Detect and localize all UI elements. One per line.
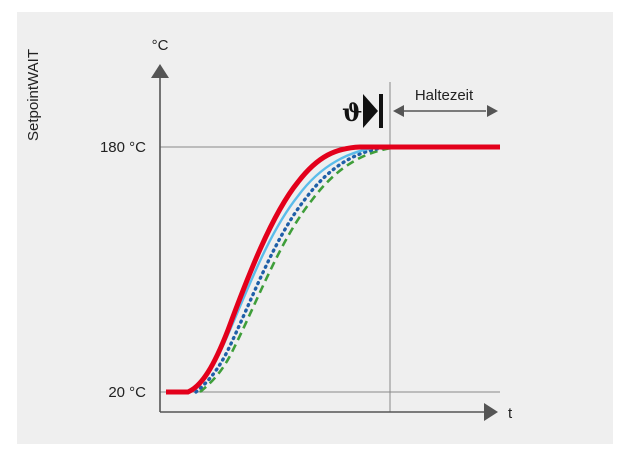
x-axis-arrowhead [484,403,498,421]
y-axis-unit: °C [152,37,169,54]
diagram-panel [17,12,613,444]
sensor-symbol: ϑ [342,98,362,127]
hold-time-arrow-left-head [393,105,404,117]
hold-time-label: Haltezeit [415,87,474,104]
tick-label-lower: 20 °C [108,384,146,401]
x-axis-label: t [508,405,513,422]
curve-setpoint [166,144,500,395]
hold-time-arrow-right-head [487,105,498,117]
curve-sensor-3 [199,145,401,393]
side-label: SetpointWAIT [25,49,42,141]
sensor-marker-icon [363,94,378,128]
sensor-marker-bar [379,94,383,128]
curve-sensor-2 [194,145,394,394]
tick-label-upper: 180 °C [100,139,146,156]
y-axis-arrowhead [151,64,169,78]
